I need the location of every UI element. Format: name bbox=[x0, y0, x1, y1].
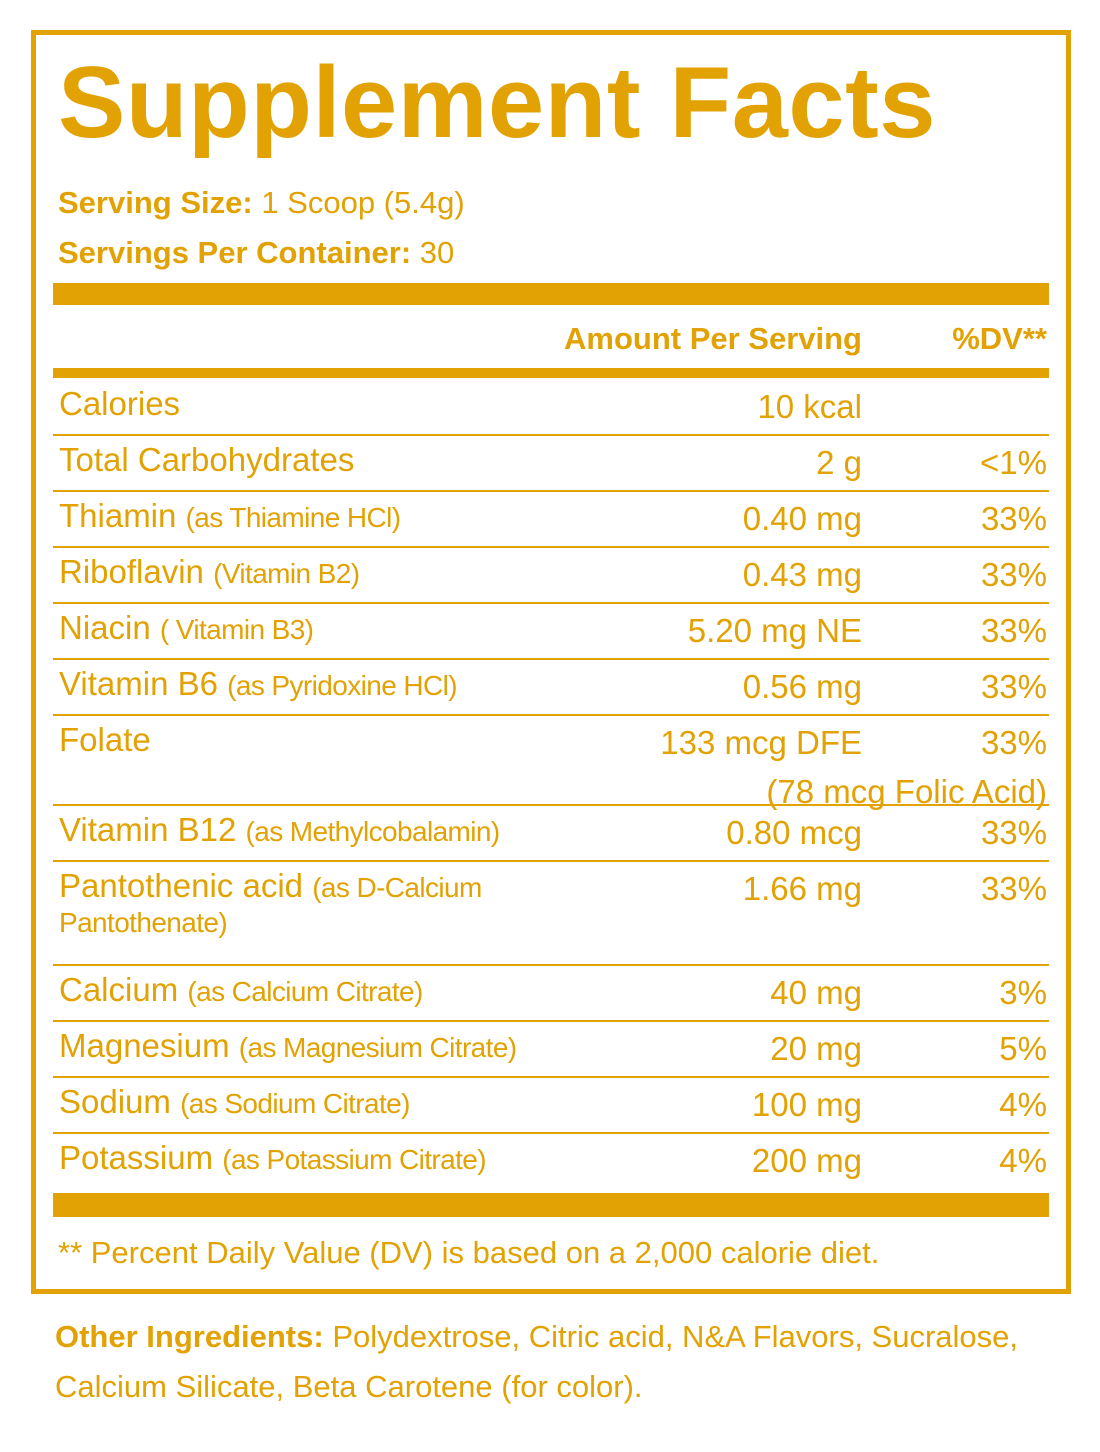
nutrient-row: Vitamin B6 (as Pyridoxine HCl) 0.56 mg 33% bbox=[53, 660, 1049, 716]
nutrient-detail: (as Methylcobalamin) bbox=[245, 816, 501, 847]
serving-size-label: Serving Size: bbox=[58, 185, 253, 220]
nutrient-dv: 33% bbox=[980, 814, 1047, 851]
nutrient-amount: 0.40 mg bbox=[742, 500, 862, 537]
serving-size-value: 1 Scoop (5.4g) bbox=[261, 185, 465, 220]
nutrient-detail: (as D-Calcium Pantothenate) bbox=[59, 872, 482, 938]
nutrient-amount: 100 mg bbox=[751, 1086, 862, 1123]
nutrient-name-cell: Folate bbox=[59, 721, 619, 758]
nutrient-dv: 3% bbox=[999, 974, 1047, 1011]
nutrient-name-cell: Riboflavin (Vitamin B2) bbox=[59, 553, 619, 590]
nutrient-amount: 5.20 mg NE bbox=[687, 612, 862, 649]
nutrient-name: Calcium bbox=[59, 971, 179, 1008]
servings-per-container: Servings Per Container: 30 bbox=[58, 235, 454, 271]
nutrient-dv: 33% bbox=[980, 500, 1047, 537]
nutrient-name-cell: Total Carbohydrates bbox=[59, 441, 619, 478]
amount-header: Amount Per Serving bbox=[564, 321, 862, 356]
nutrient-row: Magnesium (as Magnesium Citrate) 20 mg 5% bbox=[53, 1022, 1049, 1078]
serving-size: Serving Size: 1 Scoop (5.4g) bbox=[58, 185, 465, 221]
nutrient-name-cell: Calcium (as Calcium Citrate) bbox=[59, 971, 619, 1008]
nutrient-row: Calcium (as Calcium Citrate) 40 mg 3% bbox=[53, 966, 1049, 1022]
nutrient-amount: 10 kcal bbox=[757, 388, 862, 425]
nutrient-name: Vitamin B6 bbox=[59, 665, 218, 702]
nutrient-row: Potassium (as Potassium Citrate) 200 mg 4% bbox=[53, 1134, 1049, 1188]
nutrient-name-cell: Potassium (as Potassium Citrate) bbox=[59, 1139, 619, 1176]
other-ingredients-text: Polydextrose, Citric acid, N&A Flavors, … bbox=[55, 1319, 1019, 1404]
column-header: Amount Per Serving %DV** bbox=[53, 315, 1049, 365]
footnote: ** Percent Daily Value (DV) is based on … bbox=[58, 1235, 880, 1270]
nutrient-detail: (as Magnesium Citrate) bbox=[238, 1032, 517, 1063]
servings-label: Servings Per Container: bbox=[58, 235, 412, 270]
nutrient-row: Sodium (as Sodium Citrate) 100 mg 4% bbox=[53, 1078, 1049, 1134]
nutrient-row: Total Carbohydrates 2 g <1% bbox=[53, 436, 1049, 492]
nutrient-row: Vitamin B12 (as Methylcobalamin) 0.80 mcg… bbox=[53, 806, 1049, 862]
nutrient-detail: (as Pyridoxine HCl) bbox=[227, 670, 457, 701]
nutrient-name-cell: Vitamin B12 (as Methylcobalamin) bbox=[59, 811, 619, 848]
nutrient-dv: 33% bbox=[980, 612, 1047, 649]
nutrient-dv: 4% bbox=[999, 1086, 1047, 1123]
nutrient-row: Calories 10 kcal bbox=[53, 380, 1049, 436]
nutrient-amount: 20 mg bbox=[770, 1030, 862, 1067]
nutrient-name: Sodium bbox=[59, 1083, 171, 1120]
nutrient-name-cell: Sodium (as Sodium Citrate) bbox=[59, 1083, 619, 1120]
nutrient-name: Vitamin B12 bbox=[59, 811, 237, 848]
nutrient-amount: 0.56 mg bbox=[742, 668, 862, 705]
nutrient-row: Pantothenic acid (as D-Calcium Pantothen… bbox=[53, 862, 1049, 966]
nutrient-name-cell: Niacin ( Vitamin B3) bbox=[59, 609, 619, 646]
nutrient-detail: (Vitamin B2) bbox=[213, 558, 360, 589]
nutrient-amount: 40 mg bbox=[770, 974, 862, 1011]
nutrient-name: Folate bbox=[59, 721, 151, 758]
nutrient-amount: 0.80 mcg bbox=[726, 814, 862, 851]
nutrient-amount: 0.43 mg bbox=[742, 556, 862, 593]
nutrient-name: Calories bbox=[59, 385, 181, 422]
nutrient-name: Total Carbohydrates bbox=[59, 441, 355, 478]
thick-rule bbox=[53, 1193, 1049, 1217]
nutrient-detail: ( Vitamin B3) bbox=[159, 614, 314, 645]
nutrient-amount: 1.66 mg bbox=[742, 870, 862, 907]
nutrient-name-cell: Pantothenic acid (as D-Calcium Pantothen… bbox=[59, 867, 619, 938]
nutrient-name-cell: Vitamin B6 (as Pyridoxine HCl) bbox=[59, 665, 619, 702]
thick-rule bbox=[53, 283, 1049, 305]
title: Supplement Facts bbox=[58, 47, 936, 159]
nutrient-name: Niacin bbox=[59, 609, 151, 646]
nutrient-row: Riboflavin (Vitamin B2) 0.43 mg 33% bbox=[53, 548, 1049, 604]
other-ingredients-label: Other Ingredients: bbox=[55, 1319, 324, 1354]
nutrient-detail: (as Calcium Citrate) bbox=[187, 976, 423, 1007]
nutrient-amount: 133 mcg DFE bbox=[660, 724, 862, 761]
nutrient-rows: Calories 10 kcal Total Carbohydrates 2 g <1%… bbox=[53, 380, 1049, 1188]
nutrient-name-cell: Magnesium (as Magnesium Citrate) bbox=[59, 1027, 619, 1064]
nutrient-dv: 33% bbox=[980, 668, 1047, 705]
nutrient-name: Potassium bbox=[59, 1139, 214, 1176]
nutrient-detail: (as Sodium Citrate) bbox=[180, 1088, 410, 1119]
nutrient-name: Thiamin bbox=[59, 497, 177, 534]
medium-rule bbox=[53, 368, 1049, 378]
nutrient-dv: <1% bbox=[980, 444, 1047, 481]
nutrient-dv: 33% bbox=[980, 870, 1047, 907]
nutrient-row: Niacin ( Vitamin B3) 5.20 mg NE 33% bbox=[53, 604, 1049, 660]
nutrient-name-cell: Calories bbox=[59, 385, 619, 422]
nutrient-detail: (as Thiamine HCl) bbox=[185, 502, 402, 533]
nutrient-name: Riboflavin bbox=[59, 553, 204, 590]
nutrient-note: (78 mcg Folic Acid) bbox=[766, 773, 1047, 810]
nutrient-dv: 4% bbox=[999, 1142, 1047, 1179]
nutrient-dv: 33% bbox=[980, 556, 1047, 593]
nutrient-name-cell: Thiamin (as Thiamine HCl) bbox=[59, 497, 619, 534]
nutrient-name: Pantothenic acid bbox=[59, 867, 304, 904]
nutrient-amount: 2 g bbox=[816, 444, 862, 481]
nutrient-name: Magnesium bbox=[59, 1027, 230, 1064]
servings-value: 30 bbox=[419, 235, 455, 270]
other-ingredients: Other Ingredients: Polydextrose, Citric … bbox=[55, 1312, 1055, 1412]
nutrient-row: Thiamin (as Thiamine HCl) 0.40 mg 33% bbox=[53, 492, 1049, 548]
facts-panel: Supplement Facts Serving Size: 1 Scoop (… bbox=[31, 30, 1071, 1294]
nutrient-dv: 5% bbox=[999, 1030, 1047, 1067]
dv-header: %DV** bbox=[952, 321, 1047, 356]
nutrient-dv: 33% bbox=[980, 724, 1047, 761]
nutrient-row: Folate 133 mcg DFE 33% (78 mcg Folic Acid) bbox=[53, 716, 1049, 810]
nutrient-amount: 200 mg bbox=[751, 1142, 862, 1179]
nutrient-detail: (as Potassium Citrate) bbox=[222, 1144, 486, 1175]
